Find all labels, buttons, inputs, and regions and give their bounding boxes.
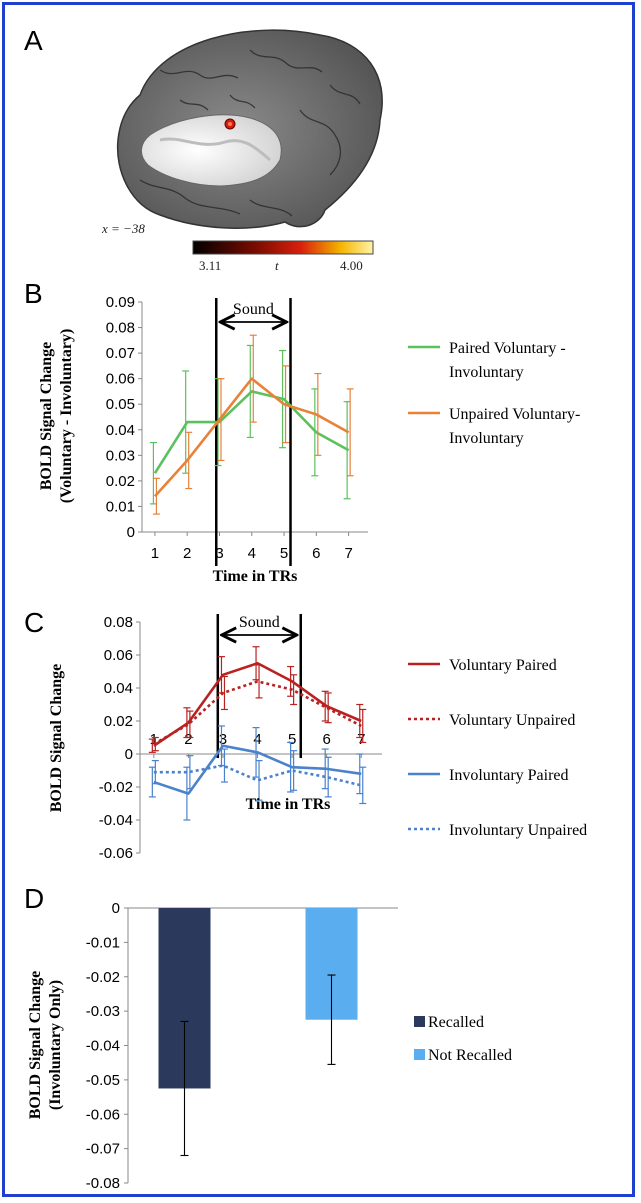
x-tick-label: 4 [248,545,256,562]
y-axis-title: BOLD Signal Change [27,971,44,1119]
legend-label: Involuntary Paired [449,767,569,784]
y-tick-label: 0.02 [106,473,135,490]
y-tick-label: 0.08 [106,320,135,337]
x-tick-label: 3 [215,545,223,562]
x-tick-label: 7 [344,545,352,562]
colorbar-max-label: 4.00 [340,258,363,273]
legend-label: Unpaired Voluntary- [449,406,580,423]
y-tick-label: 0.05 [106,396,135,413]
y-tick-label: -0.08 [86,1175,120,1192]
y-tick-label: -0.07 [86,1141,120,1158]
x-tick-label: 4 [253,731,261,748]
series-line [153,680,362,746]
legend-label: Involuntary [449,430,524,447]
y-tick-label: -0.06 [86,1106,120,1123]
legend-swatch [414,1016,425,1027]
y-tick-label: -0.03 [86,1003,120,1020]
y-tick-label: -0.04 [99,812,133,829]
series-line [153,377,350,498]
y-tick-label: -0.06 [99,845,133,862]
y-tick-label: -0.05 [86,1072,120,1089]
y-tick-label: 0.02 [104,713,133,730]
legend-label: Not Recalled [428,1047,512,1064]
panel-letter-a: A [24,25,43,56]
y-tick-label: -0.01 [86,934,120,951]
legend-label: Involuntary Unpaired [449,822,587,839]
y-tick-label: -0.02 [86,969,120,986]
y-tick-label: -0.04 [86,1038,120,1055]
y-tick-label: -0.02 [99,779,133,796]
x-tick-label: 6 [323,731,331,748]
legend-label: Voluntary Unpaired [449,712,575,729]
x-tick-label: 2 [184,731,192,748]
y-axis-title-sub: (Voluntary - Involuntary) [58,329,75,504]
y-tick-label: 0.03 [106,447,135,464]
x-axis-title: Time in TRs [213,568,298,585]
y-tick-label: 0 [127,524,135,541]
panel-letter-c: C [24,607,44,638]
x-tick-label: 3 [219,731,227,748]
x-tick-label: 7 [357,731,365,748]
legend-label: Involuntary [449,364,524,381]
y-axis-title-sub: (Involuntary Only) [47,980,64,1110]
y-tick-label: 0.08 [104,614,133,631]
y-tick-label: 0 [112,900,120,917]
legend-label: Voluntary Paired [449,657,557,674]
y-tick-label: 0 [125,746,133,763]
colorbar-min-label: 3.11 [199,258,221,273]
y-tick-label: 0.04 [104,680,133,697]
series-line [153,661,362,747]
colorbar-mid-label: t [275,258,279,273]
legend-swatch [414,1049,425,1060]
y-tick-label: 0.04 [106,422,135,439]
legend-label: Paired Voluntary - [449,340,566,357]
x-axis-title: Time in TRs [246,796,331,813]
y-tick-label: 0.06 [106,371,135,388]
x-tick-label: 5 [280,545,288,562]
y-tick-label: 0.07 [106,345,135,362]
chart-d: 0 -0.01 -0.02 -0.03 -0.04 -0.05 -0.06 -0.07 -0.0… [27,900,512,1192]
x-tick-label: 6 [312,545,320,562]
colorbar [192,240,374,255]
chart-b: 0 0.01 0.02 0.03 0.04 0.05 0.06 0.07 0.08 0.09 1 2 3… [38,294,580,585]
y-axis-title: BOLD Signal Change [38,342,55,490]
sound-label: Sound [239,614,280,631]
y-axis-title: BOLD Signal Change [48,664,65,812]
panel-letter-d: D [24,883,44,914]
panel-letter-b: B [24,278,43,309]
x-tick-label: 1 [151,545,159,562]
x-tick-label: 2 [183,545,191,562]
y-tick-label: 0.01 [106,498,135,515]
series-line [153,390,350,474]
y-tick-label: 0.06 [104,647,133,664]
brain-image [116,29,383,229]
sound-label: Sound [233,301,274,318]
legend-label: Recalled [428,1014,484,1031]
y-tick-label: 0.09 [106,294,135,311]
series-line [153,744,362,795]
x-tick-label: 5 [288,731,296,748]
slice-label: x = −38 [101,221,145,236]
